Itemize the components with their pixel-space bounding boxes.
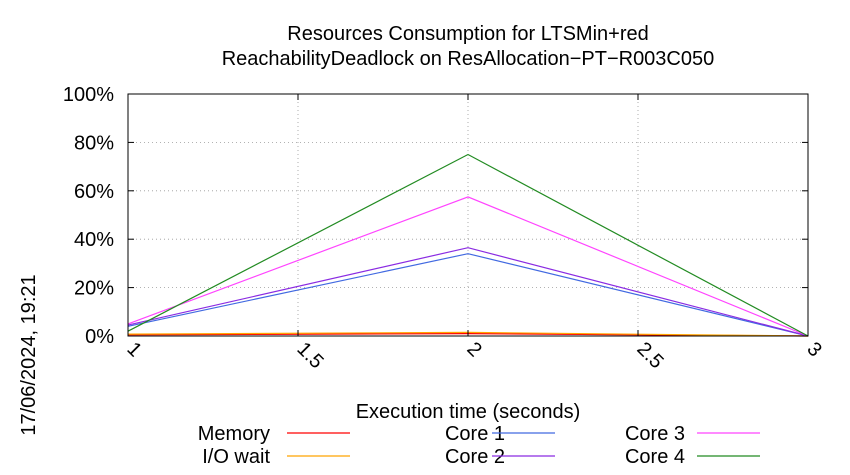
chart-title: Resources Consumption for LTSMin+red bbox=[287, 23, 648, 45]
legend-label-i-o-wait: I/O wait bbox=[202, 446, 270, 468]
chart-subtitle: ReachabilityDeadlock on ResAllocation−PT… bbox=[222, 48, 715, 70]
y-tick-label: 100% bbox=[63, 84, 114, 106]
grid bbox=[128, 94, 808, 336]
x-tick-label: 2.5 bbox=[632, 338, 667, 373]
legend-label-memory: Memory bbox=[198, 423, 270, 445]
legend-label-core-3: Core 3 bbox=[625, 423, 685, 445]
timestamp: 17/06/2024, 19:21 bbox=[18, 274, 40, 435]
x-tick-label: 3 bbox=[802, 338, 825, 361]
y-tick-label: 20% bbox=[74, 278, 114, 300]
legend-label-core-2: Core 2 bbox=[445, 446, 505, 468]
x-axis-label: Execution time (seconds) bbox=[356, 401, 581, 423]
legend-label-core-1: Core 1 bbox=[445, 423, 505, 445]
x-tick-label: 1 bbox=[122, 338, 145, 361]
x-axis-ticks: 1 1.5 2 2.5 3 bbox=[122, 94, 826, 373]
y-axis-ticks: 0% 20% 40% 60% 80% 100% bbox=[63, 84, 808, 348]
y-tick-label: 0% bbox=[85, 326, 114, 348]
plot-lines bbox=[127, 153, 809, 337]
series-line-core-3 bbox=[127, 196, 809, 337]
series-line-core-2 bbox=[127, 247, 809, 337]
x-tick-label: 1.5 bbox=[292, 338, 327, 373]
y-tick-label: 80% bbox=[74, 132, 114, 154]
y-tick-label: 40% bbox=[74, 229, 114, 251]
legend-label-core-4: Core 4 bbox=[625, 446, 685, 468]
series-line-core-1 bbox=[127, 253, 809, 337]
series-line-core-4 bbox=[127, 153, 809, 337]
x-tick-label: 2 bbox=[462, 338, 485, 361]
y-tick-label: 60% bbox=[74, 181, 114, 203]
